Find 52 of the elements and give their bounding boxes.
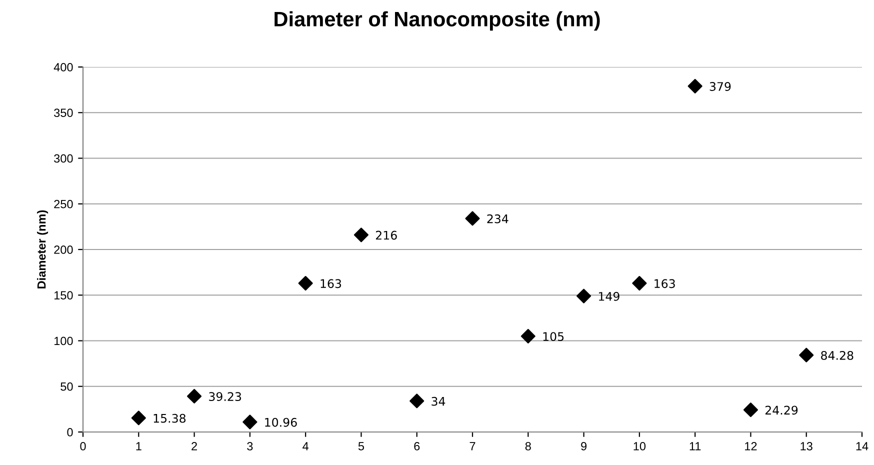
point <box>354 228 368 242</box>
point <box>576 288 592 304</box>
x-tick-label: 14 <box>856 442 868 450</box>
y-tick-label: 300 <box>54 154 73 163</box>
y-tick-label: 150 <box>54 291 73 300</box>
x-tick-label: 11 <box>690 442 701 450</box>
point <box>187 388 202 404</box>
y-tick-label: 100 <box>54 336 73 346</box>
point <box>298 276 313 291</box>
data-label: 105 <box>543 332 564 341</box>
y-tick-label: 200 <box>54 246 73 254</box>
x-tick-label: 3 <box>247 442 253 450</box>
data-label: 234 <box>487 214 508 224</box>
y-tick-label: 250 <box>54 200 73 208</box>
point <box>799 348 814 362</box>
data-label: 34 <box>432 396 446 406</box>
x-tick-label: 12 <box>745 442 757 450</box>
point <box>465 211 480 226</box>
y-tick-label: 400 <box>54 63 73 72</box>
x-tick-label: 8 <box>525 442 531 450</box>
point <box>131 410 146 426</box>
x-tick-label: 7 <box>470 442 476 450</box>
y-axis-title: Diameter (nm) <box>37 210 48 288</box>
x-tick-label: 10 <box>634 442 646 450</box>
point <box>410 394 424 408</box>
data-label: 163 <box>654 279 675 288</box>
data-label: 149 <box>598 292 620 301</box>
y-tick-label: 50 <box>60 382 73 391</box>
x-tick-label: 0 <box>80 442 86 450</box>
data-label: 84.28 <box>821 350 854 360</box>
x-tick-label: 1 <box>136 442 142 450</box>
y-tick-label: 0 <box>67 428 73 436</box>
x-tick-label: 9 <box>581 442 587 450</box>
x-tick-label: 6 <box>414 442 420 450</box>
point <box>632 276 647 291</box>
x-tick-label: 13 <box>800 442 812 450</box>
point <box>242 414 258 430</box>
data-label: 39.23 <box>209 392 242 402</box>
data-label: 24.29 <box>765 406 798 415</box>
point <box>743 402 758 418</box>
data-label: 163 <box>320 279 342 288</box>
data-label: 10.96 <box>265 418 297 427</box>
data-label: 379 <box>710 82 731 91</box>
data-label: 15.38 <box>154 414 186 423</box>
point <box>520 328 536 344</box>
y-tick-label: 350 <box>54 108 73 118</box>
x-tick-label: 2 <box>192 442 197 450</box>
x-tick-label: 4 <box>302 442 309 450</box>
data-label: 216 <box>376 230 397 240</box>
x-tick-label: 5 <box>358 442 364 450</box>
point <box>688 78 702 94</box>
chart-title: Diameter of Nanocomposite (nm) <box>274 11 600 31</box>
